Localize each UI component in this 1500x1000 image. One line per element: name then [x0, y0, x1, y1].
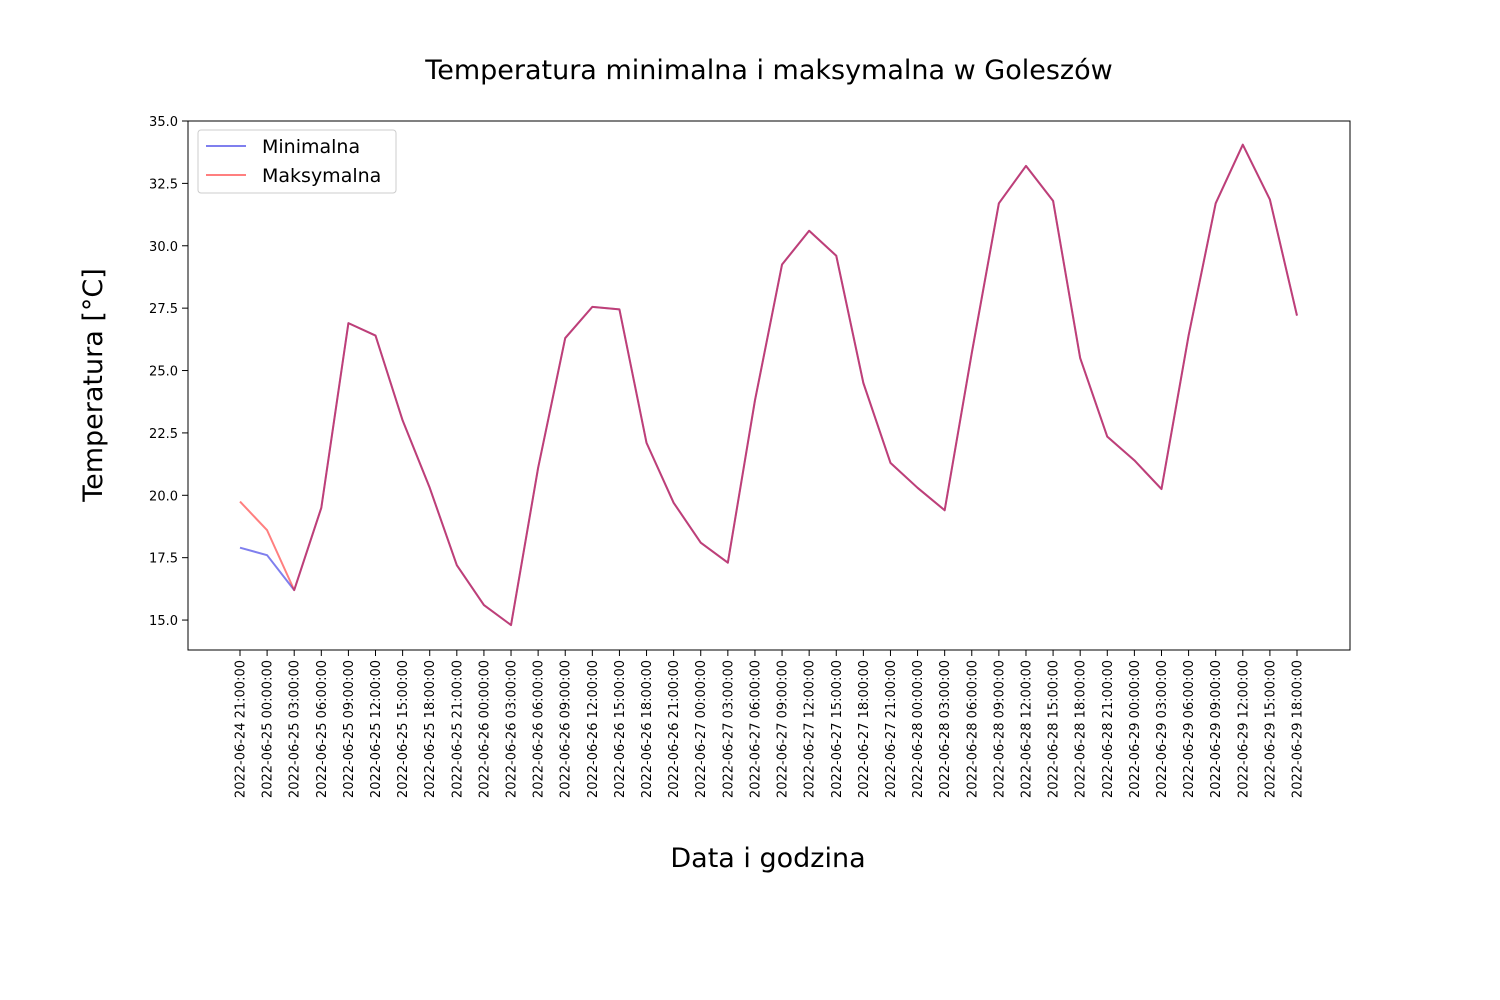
x-tick-label: 2022-06-27 21:00:00	[884, 660, 899, 798]
x-tick-label: 2022-06-27 12:00:00	[803, 660, 818, 798]
x-tick-label: 2022-06-28 06:00:00	[965, 660, 980, 798]
x-tick-label: 2022-06-27 06:00:00	[748, 660, 763, 798]
y-tick-label: 20.0	[149, 489, 178, 504]
y-tick-label: 35.0	[149, 115, 178, 130]
series-line-maksymalna	[239, 143, 1298, 627]
x-tick-label: 2022-06-28 21:00:00	[1101, 660, 1116, 798]
x-tick-label: 2022-06-27 15:00:00	[830, 660, 845, 798]
x-tick-label: 2022-06-24 21:00:00	[234, 660, 249, 798]
plot-area	[187, 120, 1351, 651]
x-tick-label: 2022-06-28 03:00:00	[938, 660, 953, 798]
x-tick-label: 2022-06-29 03:00:00	[1155, 660, 1170, 798]
x-tick-label: 2022-06-25 00:00:00	[261, 660, 276, 798]
plot-frame	[187, 120, 1351, 651]
chart-title: Temperatura minimalna i maksymalna w Gol…	[424, 55, 1112, 86]
x-tick-label: 2022-06-27 03:00:00	[721, 660, 736, 798]
x-tick-label: 2022-06-29 12:00:00	[1236, 660, 1251, 798]
x-tick-label: 2022-06-28 15:00:00	[1047, 660, 1062, 798]
x-tick-label: 2022-06-29 09:00:00	[1209, 660, 1224, 798]
x-tick-label: 2022-06-26 12:00:00	[586, 660, 601, 798]
x-tick-label: 2022-06-27 18:00:00	[857, 660, 872, 798]
x-tick-label: 2022-06-27 00:00:00	[694, 660, 709, 798]
x-tick-label: 2022-06-29 15:00:00	[1263, 660, 1278, 798]
x-tick-label: 2022-06-26 15:00:00	[613, 660, 628, 798]
y-tick-label: 32.5	[149, 177, 178, 192]
x-tick-label: 2022-06-26 18:00:00	[640, 660, 655, 798]
legend-box	[197, 129, 397, 194]
legend-label-maksymalna: Maksymalna	[262, 165, 381, 187]
x-tick-label: 2022-06-26 00:00:00	[477, 660, 492, 798]
x-tick-label: 2022-06-29 00:00:00	[1128, 660, 1143, 798]
y-axis-title: Temperatura [°C]	[78, 268, 109, 503]
x-tick-label: 2022-06-25 12:00:00	[369, 660, 384, 798]
legend: Minimalna Maksymalna	[197, 129, 397, 194]
legend-label-minimalna: Minimalna	[262, 136, 360, 158]
x-tick-label: 2022-06-26 03:00:00	[505, 660, 520, 798]
x-tick-label: 2022-06-29 06:00:00	[1182, 660, 1197, 798]
x-axis-title: Data i godzina	[670, 843, 865, 874]
x-tick-label: 2022-06-25 18:00:00	[423, 660, 438, 798]
x-tick-label: 2022-06-25 21:00:00	[450, 660, 465, 798]
x-tick-label: 2022-06-28 00:00:00	[911, 660, 926, 798]
x-tick-label: 2022-06-29 18:00:00	[1291, 660, 1306, 798]
y-tick-label: 25.0	[149, 365, 178, 380]
x-tick-label: 2022-06-28 12:00:00	[1019, 660, 1034, 798]
y-tick-label: 30.0	[149, 240, 178, 255]
x-tick-label: 2022-06-25 15:00:00	[396, 660, 411, 798]
y-tick-label: 17.5	[149, 552, 178, 567]
series-layer	[239, 143, 1298, 627]
x-tick-label: 2022-06-25 09:00:00	[342, 660, 357, 798]
x-tick-label: 2022-06-25 03:00:00	[288, 660, 303, 798]
x-tick-label: 2022-06-27 09:00:00	[776, 660, 791, 798]
y-tick-label: 15.0	[149, 614, 178, 629]
y-tick-label: 22.5	[149, 427, 178, 442]
x-axis: 2022-06-24 21:00:00 2022-06-25 00:00:00 20…	[234, 650, 1306, 798]
x-tick-label: 2022-06-25 06:00:00	[315, 660, 330, 798]
x-tick-label: 2022-06-28 18:00:00	[1074, 660, 1089, 798]
plot-background	[188, 121, 1350, 650]
y-tick-label: 27.5	[149, 302, 178, 317]
x-tick-label: 2022-06-28 09:00:00	[992, 660, 1007, 798]
x-tick-label: 2022-06-26 06:00:00	[532, 660, 547, 798]
x-tick-label: 2022-06-26 09:00:00	[559, 660, 574, 798]
y-axis: 15.0 17.5 20.0 22.5 25.0 27.5 30.0 32.5 35.0	[149, 115, 188, 629]
x-tick-label: 2022-06-26 21:00:00	[667, 660, 682, 798]
